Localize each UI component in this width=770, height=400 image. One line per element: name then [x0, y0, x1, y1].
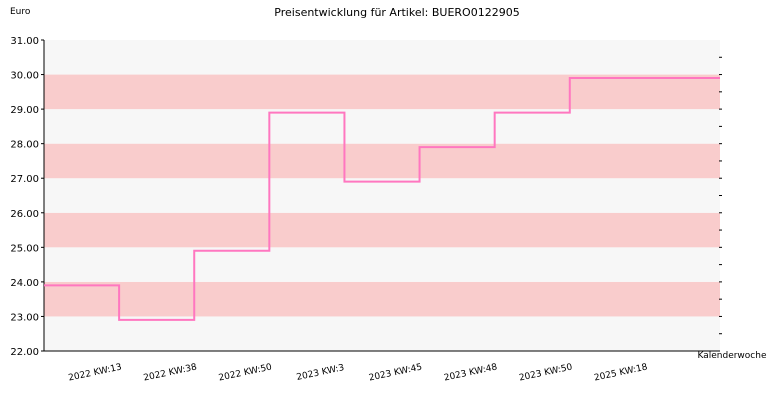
- y-tick-label: 22.00: [10, 347, 39, 358]
- y-tick-label: 29.00: [10, 105, 39, 116]
- y-tick-label: 24.00: [10, 278, 39, 289]
- band-27: [44, 143, 720, 179]
- band-30: [44, 40, 720, 75]
- x-tick-label: 2025 KW:18: [593, 362, 648, 383]
- x-tick-label: 2022 KW:38: [143, 362, 198, 383]
- x-tick-labels: 2022 KW:13 2022 KW:38 2022 KW:50 2023 KW:3 2…: [68, 362, 649, 383]
- y-tick-label: 30.00: [10, 71, 39, 82]
- y-tick-label: 25.00: [10, 243, 39, 254]
- y-tick-label: 27.00: [10, 174, 39, 185]
- y-tick-label: 28.00: [10, 140, 39, 151]
- band-23: [44, 281, 720, 317]
- band-26: [44, 178, 720, 213]
- band-29: [44, 74, 720, 110]
- x-tick-label: 2022 KW:13: [68, 363, 123, 384]
- y-axis-label: Euro: [10, 7, 31, 17]
- band-24: [44, 247, 720, 282]
- y-tick-label: 31.00: [10, 36, 39, 47]
- background-bands: [44, 40, 720, 351]
- x-tick-label: 2023 KW:48: [443, 362, 498, 383]
- band-25: [44, 212, 720, 248]
- band-22: [44, 316, 720, 351]
- right-minor-ticks: [719, 56, 722, 335]
- chart-title: Preisentwicklung für Artikel: BUERO01229…: [274, 6, 519, 19]
- x-tick-label: 2022 KW:50: [218, 362, 273, 383]
- y-tick-label: 23.00: [10, 312, 39, 323]
- price-step-line: [44, 77, 720, 321]
- band-28: [44, 109, 720, 144]
- x-axis-label: Kalenderwoche: [697, 351, 766, 361]
- x-tick-label: 2023 KW:45: [368, 363, 423, 384]
- x-tick-label: 2023 KW:3: [296, 363, 346, 383]
- y-tick-labels: 22.00 23.00 24.00 25.00 26.00 27.00 28.00 29.00…: [10, 36, 44, 358]
- y-tick-label: 26.00: [10, 209, 39, 220]
- x-tick-label: 2023 KW:50: [518, 362, 573, 383]
